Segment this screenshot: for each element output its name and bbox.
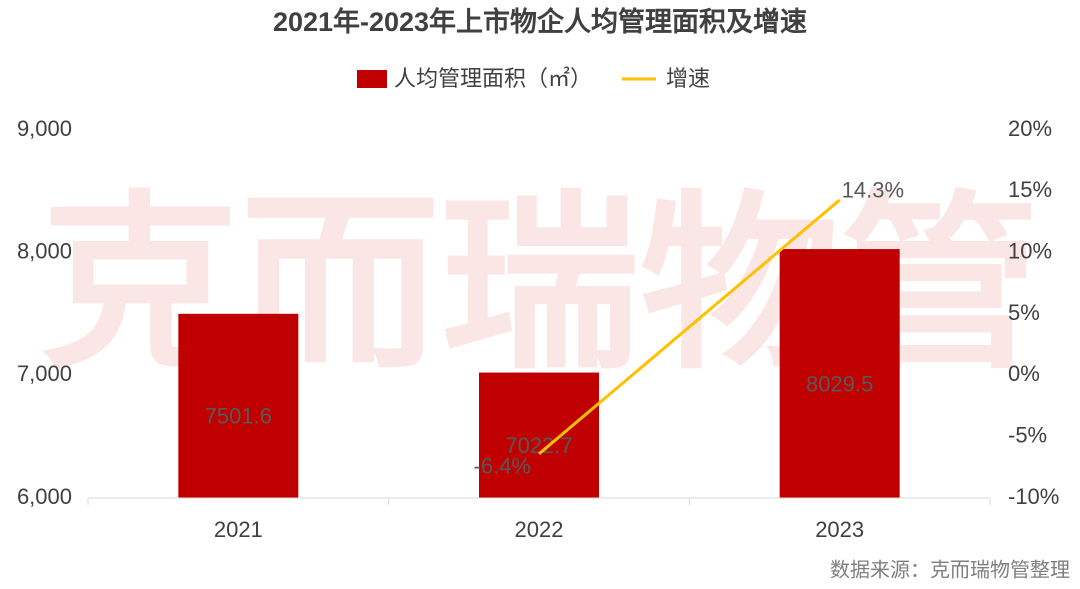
bar-value-label: 8029.5 <box>806 371 873 396</box>
x-tick-label: 2023 <box>815 517 864 542</box>
y2-tick-label: 5% <box>1008 300 1040 325</box>
chart-title: 2021年-2023年上市物企人均管理面积及增速 <box>273 6 807 37</box>
legend-label: 人均管理面积（㎡） <box>394 66 592 91</box>
bar-value-label: 7022.7 <box>505 433 572 458</box>
y2-tick-label: -5% <box>1008 422 1047 447</box>
growth-line <box>538 198 841 455</box>
source-note: 数据来源：克而瑞物管整理 <box>830 558 1070 581</box>
y2-tick-label: 0% <box>1008 361 1040 386</box>
bar-value-label: 7501.6 <box>205 404 272 429</box>
y-tick-label: 7,000 <box>17 361 72 386</box>
y2-tick-label: 20% <box>1008 116 1052 141</box>
bar <box>479 372 599 498</box>
legend-label: 增速 <box>666 66 710 91</box>
bar <box>779 249 900 498</box>
y2-tick-label: 10% <box>1008 238 1052 263</box>
y-tick-label: 8,000 <box>17 238 72 263</box>
legend-swatch <box>357 70 387 88</box>
bar <box>178 313 299 498</box>
y2-tick-label: -10% <box>1008 484 1059 509</box>
x-tick-label: 2021 <box>214 517 263 542</box>
y-tick-label: 9,000 <box>17 116 72 141</box>
y2-tick-label: 15% <box>1008 177 1052 202</box>
line-value-label: 14.3% <box>842 178 904 203</box>
line-value-label: -6.4% <box>474 454 531 479</box>
y-tick-label: 6,000 <box>17 484 72 509</box>
x-tick-label: 2022 <box>515 517 564 542</box>
